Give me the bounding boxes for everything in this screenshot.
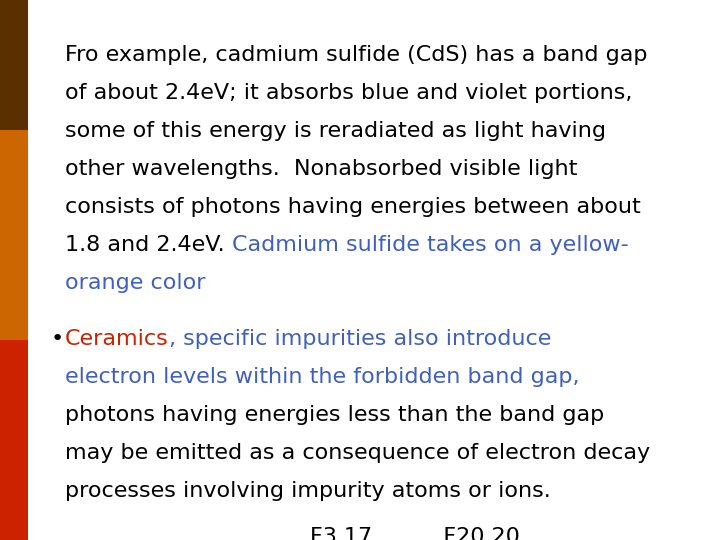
Text: other wavelengths.  Nonabsorbed visible light: other wavelengths. Nonabsorbed visible l…: [65, 159, 577, 179]
Text: consists of photons having energies between about: consists of photons having energies betw…: [65, 197, 641, 217]
Text: photons having energies less than the band gap: photons having energies less than the ba…: [65, 405, 604, 425]
Text: orange color: orange color: [65, 273, 205, 293]
Text: , specific impurities also introduce: , specific impurities also introduce: [168, 329, 551, 349]
Text: Fro example, cadmium sulfide (CdS) has a band gap: Fro example, cadmium sulfide (CdS) has a…: [65, 45, 647, 65]
Text: Ceramics: Ceramics: [65, 329, 168, 349]
Bar: [0, 340, 28, 540]
Text: may be emitted as a consequence of electron decay: may be emitted as a consequence of elect…: [65, 443, 650, 463]
Text: processes involving impurity atoms or ions.: processes involving impurity atoms or io…: [65, 481, 551, 501]
Text: of about 2.4eV; it absorbs blue and violet portions,: of about 2.4eV; it absorbs blue and viol…: [65, 83, 632, 103]
Text: F3.17          F20.20: F3.17 F20.20: [310, 527, 520, 540]
Text: electron levels within the forbidden band gap,: electron levels within the forbidden ban…: [65, 367, 580, 387]
Bar: [0, 130, 28, 340]
Bar: [0, 0, 28, 130]
Text: 1.8 and 2.4eV.: 1.8 and 2.4eV.: [65, 235, 232, 255]
Text: •: •: [51, 329, 64, 349]
Text: some of this energy is reradiated as light having: some of this energy is reradiated as lig…: [65, 121, 606, 141]
Text: Cadmium sulfide takes on a yellow-: Cadmium sulfide takes on a yellow-: [232, 235, 629, 255]
